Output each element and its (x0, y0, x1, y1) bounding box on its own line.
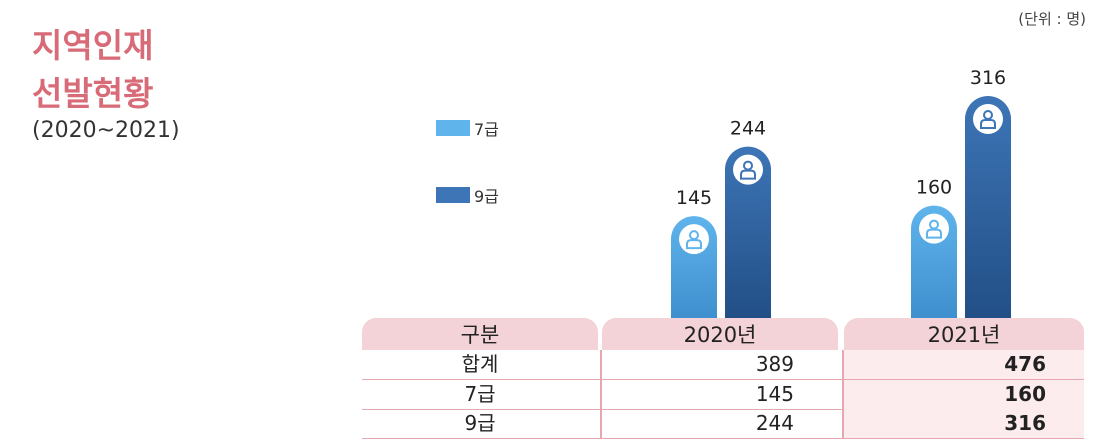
person-icon (733, 154, 763, 185)
table-row-grade7: 7급 145 160 (362, 380, 1084, 410)
cell-2020: 244 (602, 409, 832, 438)
data-label: 145 (676, 187, 712, 209)
cell-2020: 145 (602, 380, 832, 409)
table-divider (842, 350, 844, 438)
legend-item-grade9: 9급 (436, 184, 499, 206)
table-row-total: 합계 389 476 (362, 350, 1084, 380)
person-icon (919, 213, 949, 244)
table-divider (600, 350, 602, 438)
cell-2020: 389 (602, 350, 832, 379)
cell-2021-value: 316 (1004, 411, 1046, 435)
table-header-2020: 2020년 (602, 318, 838, 350)
chart-title-line1: 지역인재 (32, 26, 154, 65)
cell-2021: 476 (844, 350, 1084, 379)
table-header-2021: 2021년 (844, 318, 1084, 350)
legend-item-grade7: 7급 (436, 117, 499, 139)
cell-2020-value: 145 (755, 382, 794, 406)
data-label: 160 (916, 177, 952, 199)
legend-label-grade7: 7급 (474, 120, 499, 139)
table-header-category: 구분 (362, 318, 598, 350)
cell-2021: 160 (844, 380, 1084, 409)
bar-grade9-2020년 (725, 146, 771, 318)
legend-label-grade9: 9급 (474, 187, 499, 206)
cell-2020-value: 244 (755, 411, 794, 435)
table-row-grade9: 9급 244 316 (362, 409, 1084, 439)
legend-swatch-grade7 (436, 120, 470, 136)
chart-period: (2020~2021) (32, 118, 180, 143)
unit-label: (단위 : 명) (1018, 10, 1086, 28)
data-label: 244 (730, 118, 766, 140)
cell-2021-value: 476 (1004, 352, 1046, 376)
data-label: 316 (970, 67, 1006, 89)
bar-grade9-2021년 (965, 96, 1011, 318)
row-label: 9급 (464, 411, 496, 435)
legend-swatch-grade9 (436, 187, 470, 203)
row-label: 합계 (461, 352, 499, 376)
cell-2021-value: 160 (1004, 382, 1046, 406)
cell-2020-value: 389 (755, 352, 794, 376)
row-label: 7급 (464, 382, 496, 406)
person-icon (973, 104, 1003, 134)
cell-2021: 316 (844, 409, 1084, 438)
chart-title: 지역인재 선발현황 (32, 22, 153, 118)
chart-title-line2: 선발현황 (32, 74, 154, 113)
person-icon (679, 224, 709, 255)
